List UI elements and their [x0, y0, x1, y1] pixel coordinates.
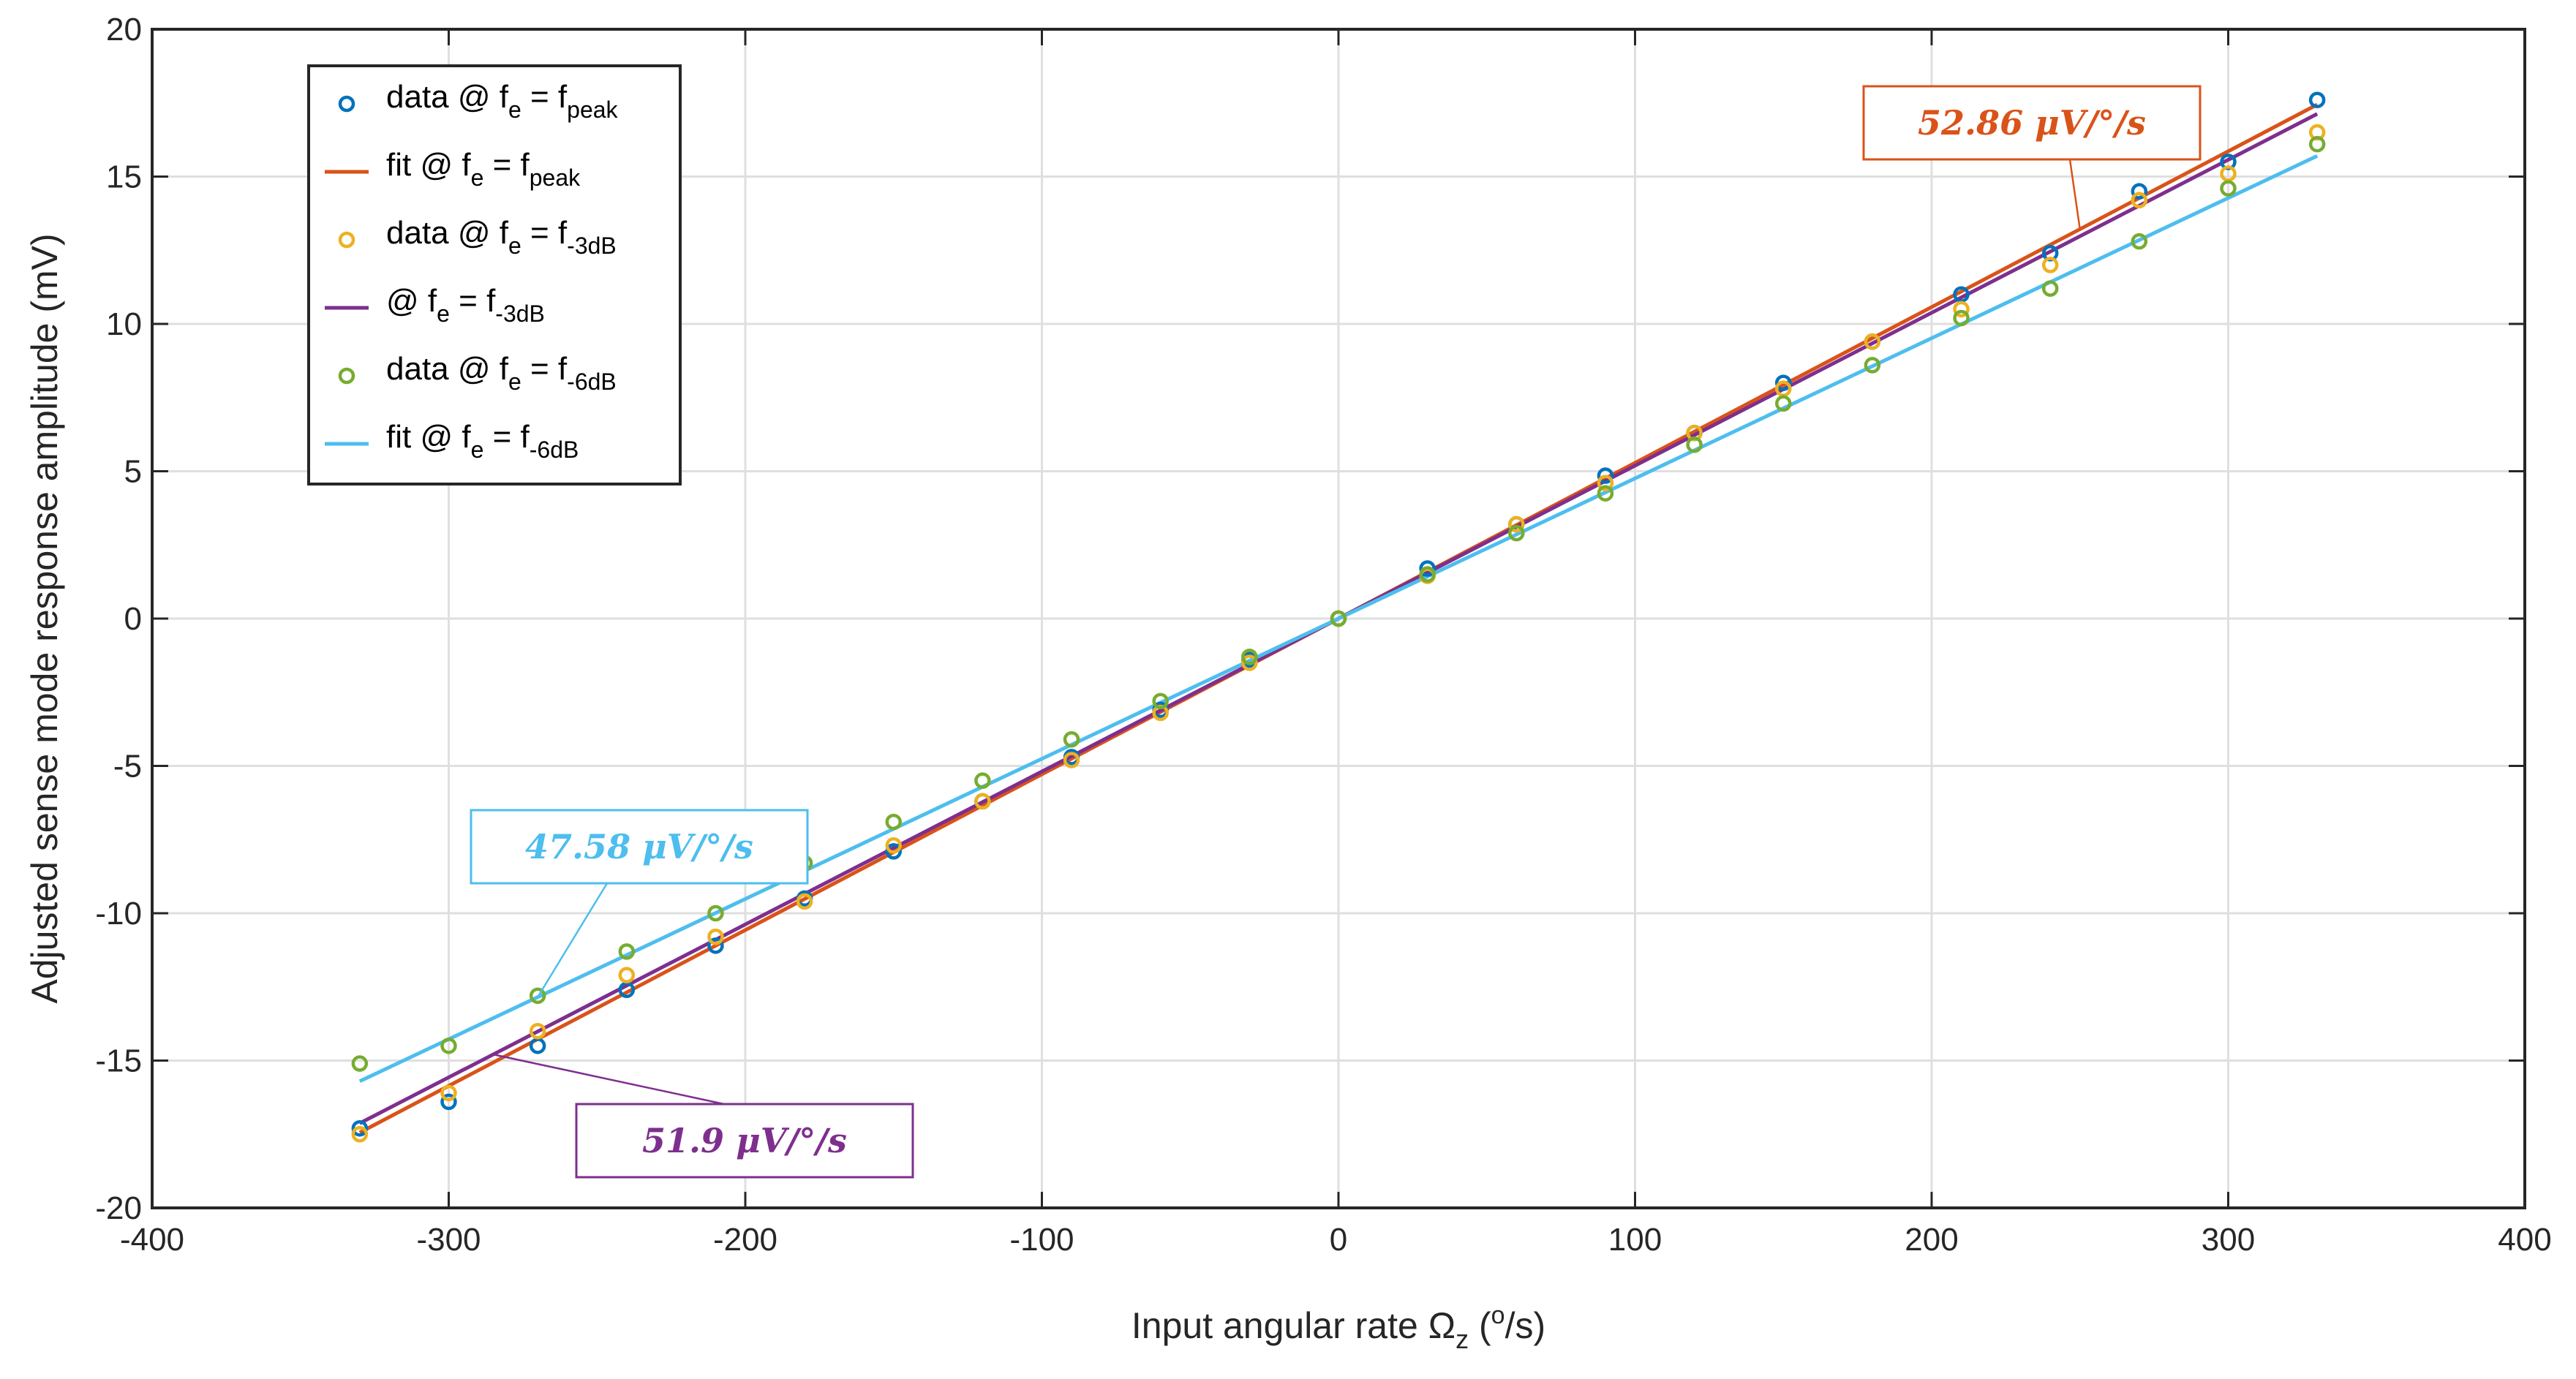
- legend-marker-db6: [338, 367, 355, 385]
- data-point-peak: [885, 843, 902, 860]
- data-point-db3: [1063, 752, 1080, 768]
- data-point-db6: [440, 1038, 457, 1054]
- y-tick-label: 20: [106, 12, 142, 48]
- legend-marker-db3: [338, 231, 355, 249]
- legend-box: [307, 64, 682, 486]
- data-point-peak: [1597, 467, 1614, 484]
- data-point-db3: [885, 837, 902, 854]
- legend-label-db6: data @ fe = f-6dB: [386, 351, 617, 395]
- data-point-db6: [1063, 730, 1080, 748]
- data-point-peak: [2308, 91, 2326, 108]
- legend-label-db3: data @ fe = f-3dB: [386, 215, 617, 259]
- data-point-db6: [1597, 485, 1614, 502]
- data-point-db6: [1330, 610, 1347, 627]
- data-point-db3: [2131, 192, 2148, 208]
- data-points: [351, 91, 2326, 1143]
- data-point-db6: [1864, 357, 1881, 374]
- data-point-db6: [885, 813, 902, 831]
- x-tick-label: 400: [2498, 1222, 2551, 1258]
- x-tick-label: 100: [1608, 1222, 1662, 1258]
- data-point-db3: [440, 1084, 457, 1102]
- data-point-db3: [1953, 301, 1970, 318]
- y-tick-label: 0: [124, 601, 142, 637]
- data-point-db3: [351, 1126, 369, 1143]
- legend-label-peak: data @ fe = fpeak: [386, 79, 619, 123]
- data-point-db3: [618, 967, 636, 983]
- y-tick-label: 10: [106, 306, 142, 342]
- data-point-db6: [2131, 233, 2148, 250]
- annotation-box-peak_fit: [1862, 85, 2202, 161]
- data-point-db3: [707, 928, 724, 945]
- y-axis-title: Adjusted sense mode response amplitude (…: [24, 233, 65, 1003]
- data-point-peak: [351, 1119, 369, 1137]
- annotation-box-db6_fit: [470, 809, 809, 885]
- data-point-db6: [707, 904, 724, 922]
- legend: data @ fe = fpeak fit @ fe = fpeak data @ …: [307, 64, 682, 486]
- x-tick-label: -300: [416, 1222, 481, 1258]
- y-tick-label: -20: [95, 1190, 142, 1226]
- legend-label-db6_fit: fit @ fe = f-6dB: [386, 419, 579, 463]
- data-point-db6: [1686, 436, 1703, 453]
- x-tick-label: -400: [120, 1222, 184, 1258]
- legend-label-db3_fit: @ fe = f-3dB: [386, 283, 545, 327]
- data-point-db3: [974, 793, 991, 810]
- x-tick-label: 0: [1330, 1222, 1347, 1258]
- data-point-db6: [974, 772, 991, 789]
- y-tick-label: -10: [95, 896, 142, 932]
- data-point-peak: [1775, 374, 1792, 391]
- data-point-db6: [1953, 309, 1970, 327]
- annotation-pointer-db3_fit: [493, 1053, 725, 1106]
- data-point-db3: [796, 893, 813, 910]
- legend-marker-peak: [338, 95, 355, 113]
- data-point-db6: [1241, 649, 1258, 665]
- data-point-db6: [618, 943, 636, 960]
- data-point-db6: [1152, 692, 1169, 710]
- data-point-db6: [529, 987, 546, 1005]
- data-point-db3: [529, 1022, 546, 1040]
- y-tick-label: 5: [124, 454, 142, 490]
- data-point-db6: [351, 1055, 369, 1072]
- data-point-peak: [707, 937, 724, 954]
- data-point-db3: [1508, 515, 1525, 533]
- axes: -400 -300 -200 -100 0 100 200 300 400-20-15-10-5…: [95, 12, 2551, 1258]
- data-point-db6: [1508, 524, 1525, 542]
- y-tick-label: -15: [95, 1043, 142, 1079]
- data-point-db6: [1419, 566, 1436, 583]
- data-point-db6: [1775, 395, 1792, 412]
- annotation-label-db3_fit: 51.9 μV/°/s: [642, 1121, 847, 1160]
- annotation-label-db6_fit: 47.58 μV/°/s: [525, 827, 753, 866]
- data-point-peak: [440, 1093, 457, 1111]
- data-point-db3: [1864, 333, 1881, 350]
- annotation-pointer-db6_fit: [537, 883, 609, 998]
- y-tick-label: 15: [106, 159, 142, 195]
- annotation-box-db3_fit: [575, 1103, 914, 1179]
- data-point-db3: [1241, 654, 1258, 671]
- data-point-db3: [1597, 475, 1614, 491]
- data-point-db6: [2041, 280, 2059, 297]
- x-tick-label: -100: [1009, 1222, 1074, 1258]
- x-axis-title: Input angular rate Ωz (o/s): [1131, 1301, 1545, 1354]
- x-tick-label: 300: [2202, 1222, 2255, 1258]
- y-tick-label: -5: [113, 749, 142, 785]
- x-tick-label: 200: [1905, 1222, 1958, 1258]
- data-point-peak: [2131, 183, 2148, 200]
- data-point-db3: [2041, 257, 2059, 273]
- annotation-label-peak_fit: 52.86 μV/°/s: [1918, 103, 2146, 143]
- x-tick-label: -200: [713, 1222, 777, 1258]
- data-point-db6: [2308, 135, 2326, 153]
- fit-lines: [358, 102, 2319, 1135]
- data-point-peak: [1419, 560, 1436, 577]
- legend-label-peak_fit: fit @ fe = fpeak: [386, 147, 581, 191]
- annotations: 52.86 μV/°/s 47.58 μV/°/s 51.9 μV/°/s: [470, 85, 2202, 1179]
- fit-line-db6_fit: [358, 154, 2319, 1084]
- annotation-pointer-peak_fit: [2068, 159, 2081, 230]
- data-point-db6: [2220, 180, 2237, 197]
